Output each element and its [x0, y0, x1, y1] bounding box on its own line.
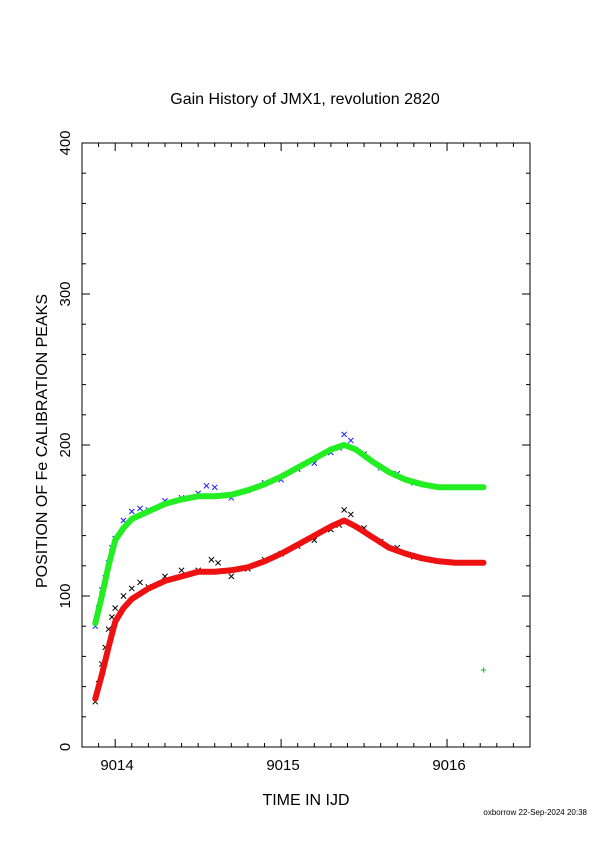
- y-axis-label: POSITION OF Fe CALIBRATION PEAKS: [34, 294, 51, 588]
- plot-frame: [81, 142, 531, 748]
- y-tick-label: 100: [57, 583, 74, 608]
- fit-line: [92, 442, 487, 627]
- data-point: [128, 508, 135, 515]
- data-point: [128, 585, 135, 592]
- data-point: [112, 605, 119, 612]
- data-point: [347, 511, 354, 518]
- y-tick-label: 300: [57, 281, 74, 306]
- data-point: [208, 556, 215, 563]
- x-tick-label: 9016: [432, 757, 465, 774]
- x-axis-label: TIME IN IJD: [262, 792, 349, 809]
- axis-ticks: [81, 142, 531, 748]
- data-point: [347, 437, 354, 444]
- data-point: [211, 484, 218, 491]
- data-point: [137, 505, 144, 512]
- data-point: [178, 567, 185, 574]
- chart-title: Gain History of JMX1, revolution 2820: [170, 91, 440, 108]
- data-point: [480, 667, 487, 673]
- data-point: [341, 506, 348, 513]
- data-point: [120, 593, 127, 599]
- data-point: [203, 482, 210, 489]
- y-tick-labels: 0 100 200 300 400: [57, 130, 74, 751]
- data-point: [341, 431, 348, 438]
- data-point: [228, 573, 235, 580]
- plot-area: [92, 431, 487, 705]
- x-tick-label: 9014: [100, 757, 133, 774]
- fit-line: [92, 517, 487, 702]
- y-tick-label: 400: [57, 130, 74, 155]
- data-point: [215, 559, 222, 566]
- y-tick-label: 0: [57, 743, 74, 751]
- footer-stamp: oxborrow 22-Sep-2024 20:38: [483, 808, 587, 817]
- y-tick-label: 200: [57, 432, 74, 457]
- x-tick-label: 9015: [266, 757, 299, 774]
- data-point: [137, 579, 144, 586]
- x-tick-labels: 9014 9015 9016: [100, 757, 465, 774]
